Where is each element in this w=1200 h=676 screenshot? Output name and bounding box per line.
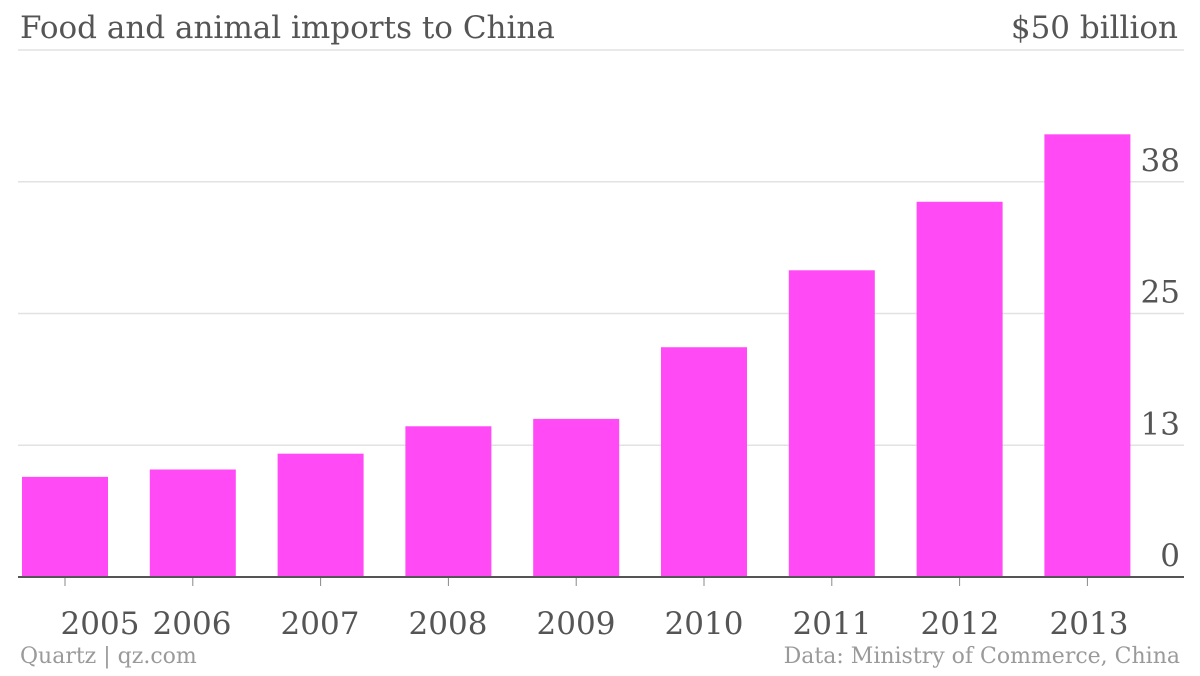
x-tick-label: 2006 bbox=[153, 606, 232, 642]
bar bbox=[788, 270, 875, 577]
x-tick-label: 2009 bbox=[537, 606, 616, 642]
x-tick-label: 2005 bbox=[61, 606, 140, 642]
bar bbox=[916, 201, 1003, 577]
bar bbox=[533, 418, 620, 577]
bar bbox=[1044, 134, 1131, 577]
y-tick-label: 0 bbox=[1160, 538, 1180, 574]
bar bbox=[661, 347, 747, 577]
bar bbox=[405, 426, 492, 577]
x-tick-label: 2010 bbox=[665, 606, 744, 642]
y-tick-label: 38 bbox=[1141, 143, 1180, 179]
x-tick-label: 2012 bbox=[921, 606, 1000, 642]
x-tick-label: 2013 bbox=[1050, 606, 1129, 642]
y-tick-label: 25 bbox=[1141, 275, 1180, 311]
source-credit: Quartz | qz.com bbox=[20, 644, 197, 669]
y-tick-label: 13 bbox=[1141, 406, 1180, 442]
x-tick-label: 2008 bbox=[409, 606, 488, 642]
axis-max-label: $50 billion bbox=[1010, 10, 1178, 46]
x-tick-label: 2011 bbox=[793, 606, 872, 642]
x-tick-label: 2007 bbox=[281, 606, 360, 642]
data-source: Data: Ministry of Commerce, China bbox=[783, 644, 1180, 669]
bar bbox=[149, 469, 236, 577]
chart-title: Food and animal imports to China bbox=[20, 10, 555, 46]
bar bbox=[22, 476, 108, 577]
bar bbox=[277, 453, 364, 577]
